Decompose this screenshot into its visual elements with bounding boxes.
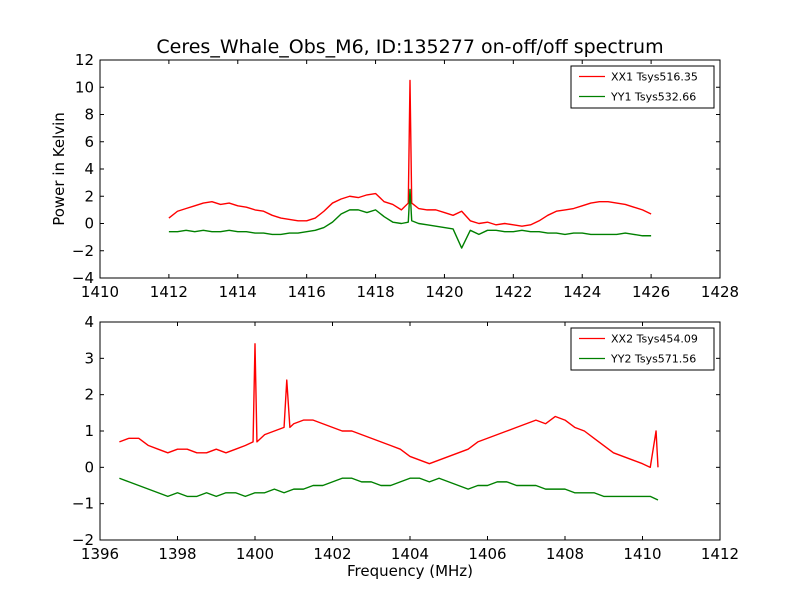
top-series-line-yy — [168, 188, 652, 249]
bottom-series-line-xx — [119, 343, 659, 469]
bottom-plot-legend: XX2 Tsys454.09 YY2 Tsys571.56 — [570, 327, 715, 371]
bottom-xtick-label: 1402 — [313, 545, 351, 563]
top-ytick-label: 8 — [84, 106, 94, 124]
bottom-xtick-label: 1400 — [236, 545, 274, 563]
figure-title: Ceres_Whale_Obs_M6, ID:135277 on-off/off… — [156, 36, 663, 58]
top-plot-legend: XX1 Tsys516.35 YY1 Tsys532.66 — [570, 65, 715, 109]
bottom-ytick-label: 3 — [84, 349, 94, 367]
bottom-plot-series — [119, 343, 659, 501]
top-xtick-label: 1412 — [150, 283, 188, 301]
top-ytick-label: 4 — [84, 160, 94, 178]
bottom-xtick-label: 1396 — [81, 545, 119, 563]
bottom-xtick-label: 1408 — [546, 545, 584, 563]
top-xtick-label: 1416 — [288, 283, 326, 301]
top-ytick-label: 12 — [75, 51, 94, 69]
bottom-ytick-label: 2 — [84, 386, 94, 404]
top-xtick-label: 1420 — [425, 283, 463, 301]
top-legend-label-yy1: YY1 Tsys532.66 — [610, 91, 696, 104]
top-ytick-label: 10 — [75, 78, 94, 96]
top-xtick-label: 1428 — [701, 283, 739, 301]
bottom-ytick-label: −1 — [72, 495, 94, 513]
top-plot-series — [168, 79, 652, 249]
top-ytick-label: 0 — [84, 215, 94, 233]
bottom-xtick-label: 1404 — [391, 545, 429, 563]
top-legend-box — [570, 65, 715, 109]
top-ytick-label: −4 — [72, 269, 94, 287]
bottom-xtick-label: 1410 — [623, 545, 661, 563]
bottom-spectrum-plot: 1396 1398 1400 1402 1404 1406 1408 1410 1412−2−1… — [72, 313, 739, 580]
bottom-legend-label-yy2: YY2 Tsys571.56 — [610, 353, 696, 366]
bottom-series-line-yy — [119, 477, 659, 501]
bottom-ytick-label: −2 — [72, 531, 94, 549]
top-plot-ticks: 1410 1412 1414 1416 1418 1420 1422 1424 1426 1428… — [72, 51, 739, 301]
bottom-plot-ticks: 1396 1398 1400 1402 1404 1406 1408 1410 1412−2−1… — [72, 313, 739, 563]
top-ytick-label: 6 — [84, 133, 94, 151]
bottom-xtick-label: 1406 — [468, 545, 506, 563]
top-ytick-label: −2 — [72, 242, 94, 260]
bottom-legend-label-xx2: XX2 Tsys454.09 — [611, 333, 698, 346]
top-xtick-label: 1422 — [494, 283, 532, 301]
top-spectrum-plot: 1410 1412 1414 1416 1418 1420 1422 1424 1426 1428… — [50, 51, 739, 301]
bottom-xtick-label: 1412 — [701, 545, 739, 563]
top-xtick-label: 1410 — [81, 283, 119, 301]
top-ytick-label: 2 — [84, 187, 94, 205]
bottom-ytick-label: 4 — [84, 313, 94, 331]
bottom-ytick-label: 1 — [84, 422, 94, 440]
top-xtick-label: 1424 — [563, 283, 601, 301]
top-legend-label-xx1: XX1 Tsys516.35 — [611, 71, 698, 84]
bottom-ytick-label: 0 — [84, 458, 94, 476]
top-xtick-label: 1418 — [356, 283, 394, 301]
bottom-legend-box — [570, 327, 715, 371]
top-xtick-label: 1414 — [219, 283, 257, 301]
bottom-xtick-label: 1398 — [158, 545, 196, 563]
bottom-plot-x-axis-label: Frequency (MHz) — [347, 562, 473, 580]
top-series-line-xx — [168, 79, 652, 227]
top-plot-y-axis-label: Power in Kelvin — [50, 112, 68, 226]
top-xtick-label: 1426 — [632, 283, 670, 301]
